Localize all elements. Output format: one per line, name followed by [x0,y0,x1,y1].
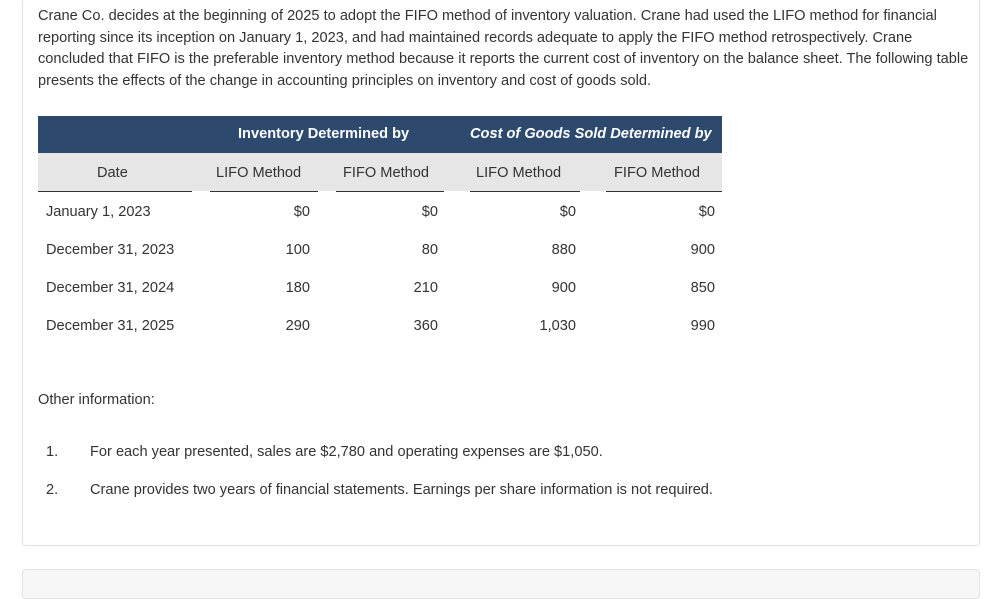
inventory-lifo-header: LIFO Method [216,165,302,181]
inv-fifo-cell: 210 [413,280,438,296]
other-information-heading: Other information: [38,392,155,408]
cogs-fifo-cell: 850 [690,280,715,296]
cogs-lifo-cell: 880 [551,242,576,258]
table-group-header-row [38,116,722,153]
cogs-lifo-underline [470,191,580,192]
inv-lifo-cell: $0 [293,204,310,220]
row-date: December 31, 2025 [46,318,175,334]
inv-fifo-underline [336,191,444,192]
cogs-fifo-cell: 990 [690,318,715,334]
inv-lifo-cell: 100 [285,242,310,258]
row-date: January 1, 2023 [46,204,151,220]
inv-fifo-cell: $0 [421,204,438,220]
cogs-lifo-cell: 900 [551,280,576,296]
intro-paragraph: Crane Co. decides at the beginning of 20… [38,8,969,89]
date-header-underline [38,191,192,192]
inv-lifo-underline [210,191,318,192]
cogs-fifo-cell: 900 [690,242,715,258]
list-item-number: 2. [46,482,59,498]
table-column-header-row [38,153,722,191]
inv-fifo-cell: 80 [421,242,438,258]
list-item-text: Crane provides two years of financial st… [90,482,713,498]
cogs-fifo-underline [606,191,722,192]
row-date: December 31, 2024 [46,280,175,296]
inv-fifo-cell: 360 [413,318,438,334]
cogs-lifo-cell: 1,030 [539,318,576,334]
cogs-lifo-header: LIFO Method [476,165,562,181]
inventory-group-header: Inventory Determined by [238,126,410,142]
question-card [22,0,980,546]
cogs-fifo-header: FIFO Method [614,165,700,181]
cogs-fifo-cell: $0 [698,204,715,220]
inv-lifo-cell: 180 [285,280,310,296]
inventory-fifo-header: FIFO Method [343,165,429,181]
cogs-group-header: Cost of Goods Sold Determined by [470,126,712,142]
next-card [22,569,980,599]
list-item-text: For each year presented, sales are $2,78… [90,444,603,460]
row-date: December 31, 2023 [46,242,175,258]
inv-lifo-cell: 290 [285,318,310,334]
date-column-header: Date [97,165,128,181]
list-item-number: 1. [46,444,59,460]
cogs-lifo-cell: $0 [559,204,576,220]
